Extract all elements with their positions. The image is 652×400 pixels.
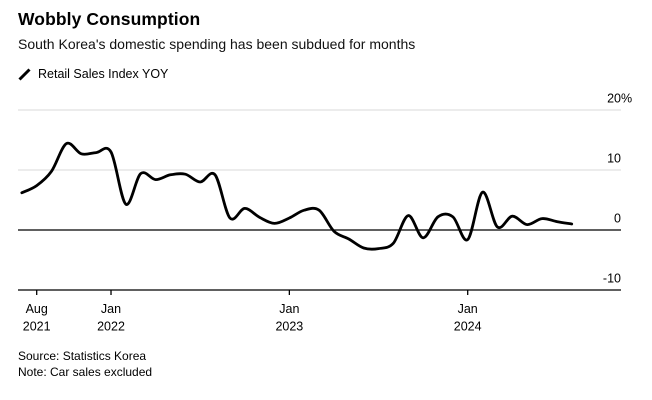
x-tick-label-year: 2021 bbox=[23, 320, 51, 334]
x-tick-label-year: 2022 bbox=[97, 320, 125, 334]
x-tick-label-month: Aug bbox=[26, 302, 48, 316]
y-tick-label: 0 bbox=[614, 212, 621, 226]
x-tick-label-month: Jan bbox=[458, 302, 478, 316]
legend-label: Retail Sales Index YOY bbox=[38, 67, 169, 81]
chart-subtitle: South Korea's domestic spending has been… bbox=[18, 36, 416, 52]
x-tick-label-month: Jan bbox=[101, 302, 121, 316]
legend: Retail Sales Index YOY bbox=[18, 67, 168, 81]
line-slash-icon bbox=[18, 67, 31, 81]
y-tick-unit-label: % bbox=[621, 92, 632, 106]
x-tick-label-month: Jan bbox=[279, 302, 299, 316]
note-text: Note: Car sales excluded bbox=[18, 364, 153, 379]
source-text: Source: Statistics Korea bbox=[18, 349, 147, 363]
series-line-retail-sales bbox=[20, 141, 574, 251]
y-tick-label: -10 bbox=[603, 272, 621, 286]
x-tick-label-year: 2024 bbox=[454, 320, 482, 334]
y-tick-label: 20 bbox=[607, 92, 621, 106]
x-tick-label-year: 2023 bbox=[275, 320, 303, 334]
chart-title: Wobbly Consumption bbox=[18, 9, 201, 29]
footer: Source: Statistics Korea Note: Car sales… bbox=[18, 349, 152, 380]
y-tick-label: 10 bbox=[607, 152, 621, 166]
